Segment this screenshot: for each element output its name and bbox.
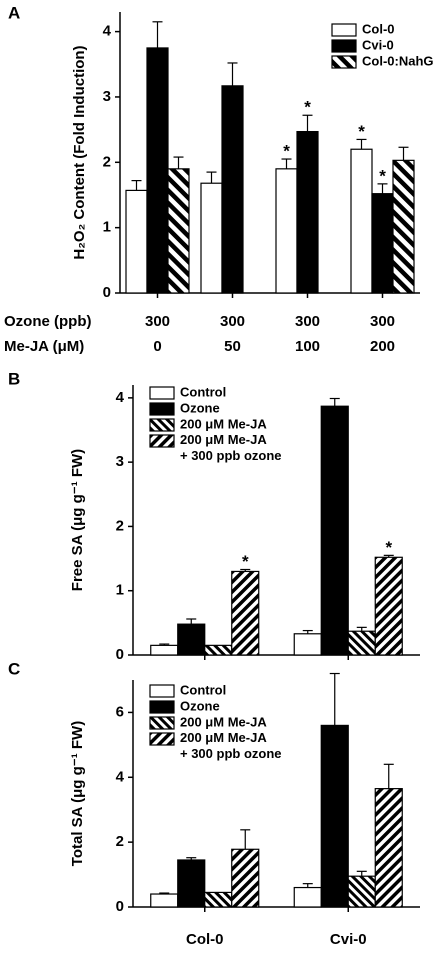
legend-label: Ozone [180,698,220,713]
legend-swatch [149,700,175,714]
y-tick-label: 4 [116,768,125,785]
significance-marker: * [385,538,392,557]
legend-label: 200 μM Me-JA [180,416,267,431]
bar [167,168,190,294]
bar [221,85,244,294]
bar [296,130,319,294]
bar [371,193,394,294]
row-value: 300 [145,313,170,330]
bar [150,644,179,656]
y-tick-label: 3 [103,88,111,105]
panel-letter: C [8,659,20,678]
significance-marker: * [304,98,311,117]
y-tick-label: 0 [116,646,124,663]
x-tick-label: Cvi-0 [330,931,367,948]
significance-marker: * [358,122,365,141]
row-value: 100 [295,338,320,355]
bar [150,893,179,908]
bar [347,875,376,908]
legend-swatch [149,386,175,400]
y-tick-label: 3 [116,453,124,470]
legend-swatch [149,402,175,416]
y-tick-label: 6 [116,703,124,720]
y-tick-label: 2 [116,833,124,850]
legend-label: Ozone [180,400,220,415]
bar [293,886,322,908]
legend-label: Control [180,384,226,399]
bar [200,182,223,294]
bar [231,570,260,656]
legend-swatch [331,23,357,37]
legend-label: Col-0 [362,21,395,36]
significance-marker: * [242,552,249,571]
y-tick-label: 2 [103,153,111,170]
bar [320,405,349,656]
row-value: 50 [224,338,241,355]
bar [275,168,298,294]
bar [125,189,148,294]
legend-swatch [331,39,357,53]
row-value: 0 [153,338,161,355]
bar [350,148,373,294]
legend-label: Col-0:NahG [362,53,434,68]
bar [320,724,349,908]
legend-label: 200 μM Me-JA + 300 ppb ozone [180,730,282,761]
bar [231,848,260,908]
y-tick-label: 1 [103,219,111,236]
bar [392,159,415,294]
bar [204,891,233,908]
y-tick-label: 0 [116,898,124,915]
row-label: Ozone (ppb) [4,313,91,330]
legend-label: Cvi-0 [362,37,394,52]
legend-swatch [149,418,175,432]
y-tick-label: 2 [116,517,124,534]
legend-swatch [149,716,175,730]
y-tick-label: 4 [116,389,125,406]
legend-swatch [149,732,175,746]
legend-label: 200 μM Me-JA + 300 ppb ozone [180,432,282,463]
legend-swatch [149,434,175,448]
bar [293,633,322,656]
row-value: 300 [370,313,395,330]
significance-marker: * [379,166,386,185]
legend-swatch [331,55,357,69]
row-label: Me-JA (μM) [4,338,84,355]
y-axis-label: H₂O₂ Content (Fold Induction) [71,45,88,259]
row-value: 300 [220,313,245,330]
row-value: 300 [295,313,320,330]
bar [204,644,233,656]
x-tick-label: Col-0 [186,931,224,948]
bar [177,623,206,656]
bar [347,630,376,656]
y-axis-label: Free SA (μg g⁻¹ FW) [69,449,86,591]
y-tick-label: 0 [103,284,111,301]
bar [374,788,403,908]
bar [374,556,403,656]
significance-marker: * [283,142,290,161]
legend-label: Control [180,682,226,697]
y-tick-label: 1 [116,582,124,599]
legend-label: 200 μM Me-JA [180,714,267,729]
y-tick-label: 4 [103,23,112,40]
legend-swatch [149,684,175,698]
bar [146,47,169,294]
row-value: 200 [370,338,395,355]
panel-letter: B [8,369,20,388]
bar [177,859,206,908]
panel-letter: A [8,3,20,22]
y-axis-label: Total SA (μg g⁻¹ FW) [69,721,86,866]
